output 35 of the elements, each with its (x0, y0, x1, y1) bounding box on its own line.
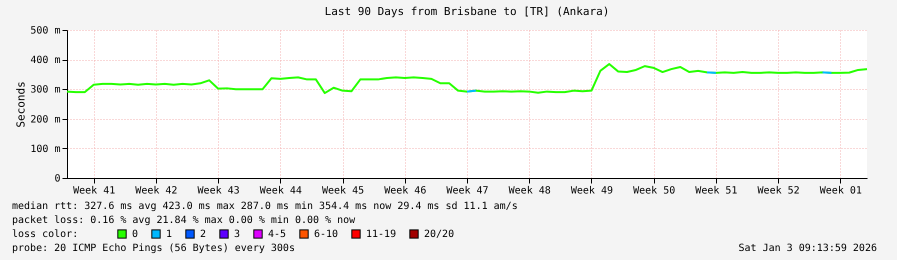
x-tick-label: Week 46 (384, 186, 426, 196)
legend-label: 2 (200, 229, 206, 240)
legend-label: 20/20 (424, 229, 454, 240)
text: probe: 20 ICMP Echo Pings (56 Bytes) every 300s (12, 243, 295, 254)
x-tick-label: Week 44 (260, 186, 302, 196)
x-tick-label: Week 48 (508, 186, 551, 196)
chart-title: Last 90 Days from Brisbane to [TR] (Ankara) (324, 5, 610, 18)
legend-label: 6-10 (314, 229, 338, 240)
x-tick-label: Week 50 (633, 186, 676, 196)
y-tick-label: 300 m (30, 84, 60, 96)
text: packet loss: 0.16 % avg 21.84 % max 0.00 % min 0.00 % now (12, 215, 356, 226)
y-tick-label: 400 m (30, 55, 60, 66)
line-series (66, 63, 868, 94)
x-tick-label: Week 43 (198, 186, 240, 196)
text: median rtt: 327.6 ms avg 423.0 ms max 287.0 ms min 354.4 ms now 29.4 ms sd 11.1 am/s (12, 201, 518, 212)
y-tick-label: 200 m (30, 114, 60, 126)
x-tick-label: Week 52 (758, 186, 800, 196)
legend-label: 0 (132, 229, 138, 240)
legend-label: 3 (234, 229, 240, 240)
x-tick-label: Week 42 (135, 186, 178, 196)
x-tick-label: Week 51 (695, 186, 738, 196)
y-tick-label: 0 (54, 174, 60, 184)
x-tick-label: Week 47 (446, 186, 489, 196)
x-tick-label: Week 01 (820, 186, 862, 196)
legend-label: 11-19 (366, 229, 396, 240)
text: Sat Jan 3 09:13:59 2026 (738, 243, 877, 254)
legend-label: 4-5 (268, 229, 286, 240)
x-tick-label: Week 49 (570, 186, 614, 196)
y-axis-title: Seconds (14, 81, 28, 128)
legend-label: 1 (166, 229, 172, 240)
x-tick-label: Week 45 (322, 186, 364, 196)
y-tick-label: 100 m (30, 144, 60, 155)
x-tick-label: Week 41 (73, 186, 116, 196)
legend-title: loss color: (12, 229, 78, 240)
y-tick-label: 500 m (30, 26, 60, 36)
